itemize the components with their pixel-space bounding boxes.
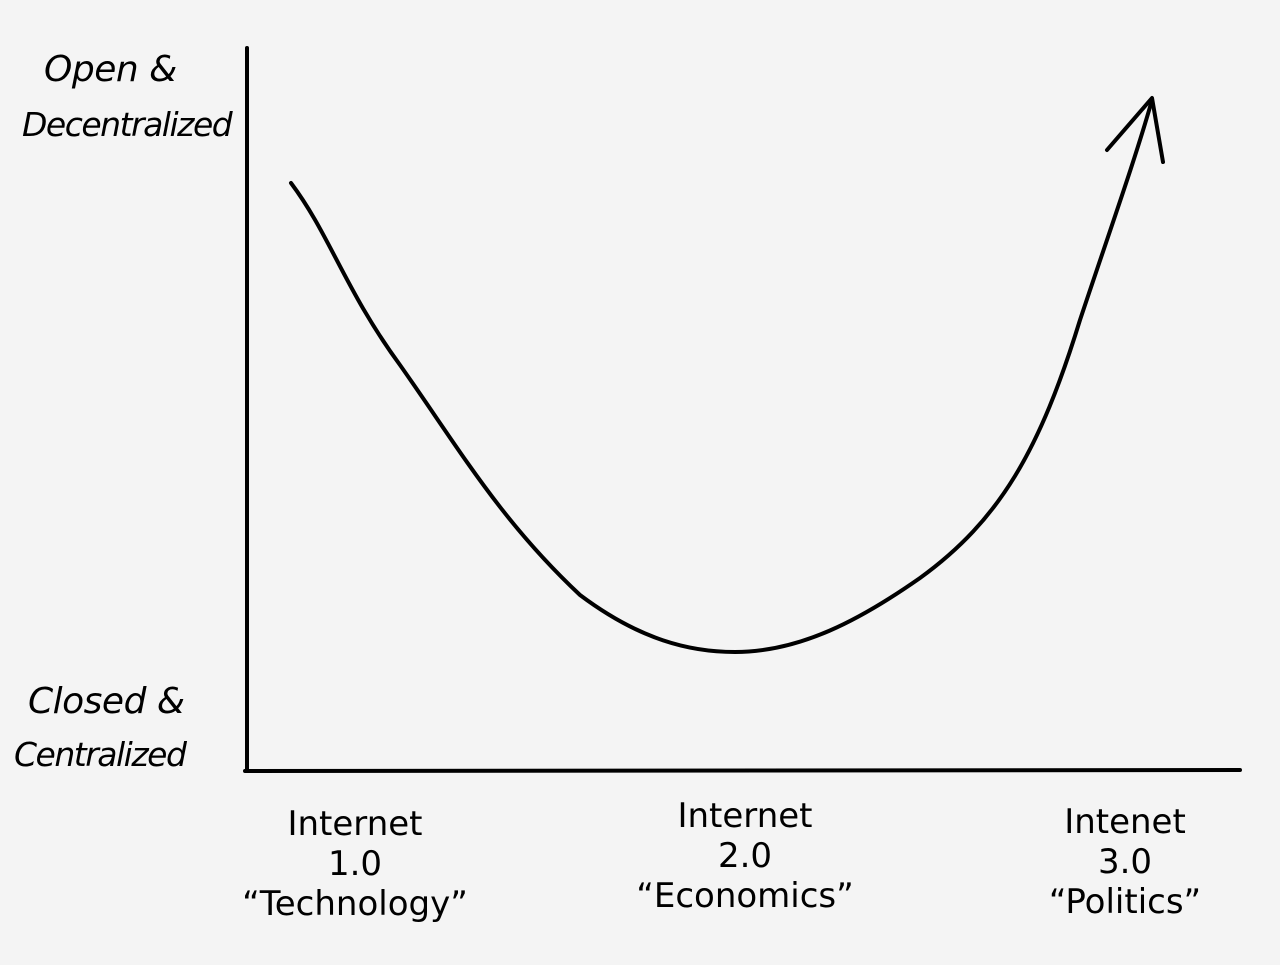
era-1-label: Internet 1.0 “Technology” [240, 804, 470, 924]
x-axis-line [243, 768, 1242, 773]
era-2-theme: “Economics” [636, 876, 854, 917]
era-1-version: 1.0 [327, 844, 383, 885]
arrow-head [1105, 96, 1165, 164]
era-3-label: Intenet 3.0 “Politics” [1010, 802, 1240, 922]
era-1-title: Internet [287, 804, 423, 844]
y-bottom-label-line2: Centralized [14, 735, 187, 774]
era-1-theme: “Technology” [242, 884, 468, 925]
era-2-label: Internet 2.0 “Economics” [630, 796, 860, 916]
y-bottom-label-line1: Closed & [28, 681, 185, 722]
trend-curve [289, 98, 1154, 654]
era-3-theme: “Politics” [1048, 882, 1202, 923]
era-3-title: Intenet [1064, 802, 1186, 842]
era-3-version: 3.0 [1097, 842, 1153, 883]
era-2-version: 2.0 [717, 836, 773, 877]
y-top-label-line2: Decentralized [22, 105, 233, 144]
era-2-title: Internet [677, 796, 813, 836]
y-top-label-line1: Open & [44, 49, 177, 90]
